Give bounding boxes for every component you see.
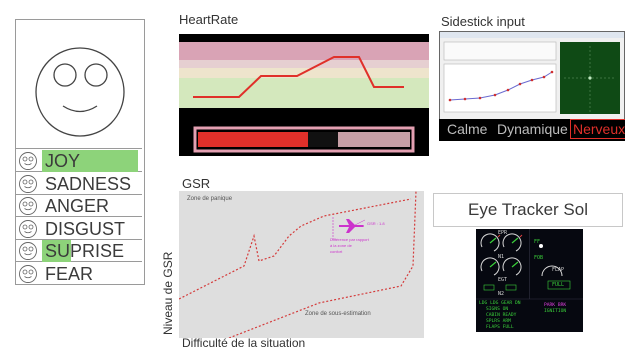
hr-zone-2 xyxy=(179,60,429,68)
et-memo-1: LDG LDG GEAR DN xyxy=(479,301,521,306)
emotion-level-bar xyxy=(42,150,138,172)
emotion-level-bar xyxy=(42,240,71,263)
gsr-y-axis-label: Niveau de GSR xyxy=(161,251,175,335)
hr-gauge-frame xyxy=(193,126,415,153)
et-memo-2: SIGNS ON xyxy=(486,307,509,312)
face-icon xyxy=(18,151,38,171)
gsr-zone-bottom-label: Zone de sous-estimation xyxy=(305,311,371,317)
emotion-panel: JOY SADNESS ANGER DISGUST SUPRISE FEAR xyxy=(15,19,145,285)
emotion-row-anger: ANGER xyxy=(16,194,142,218)
gsr-marker-note-2: à la zone de xyxy=(330,243,352,248)
et-memo-6: PARK BRK xyxy=(544,303,567,308)
heart-rate-title: HeartRate xyxy=(179,12,239,27)
emotion-label: DISGUST xyxy=(45,218,126,239)
et-flap-label: FLAP xyxy=(552,267,565,273)
emotion-label: JOY xyxy=(45,151,81,171)
mode-dynamique: Dynamique xyxy=(497,121,568,137)
et-epr-label: EPR xyxy=(498,230,508,236)
gsr-upper-boundary xyxy=(178,198,412,300)
et-memo-7: IGNITION xyxy=(544,309,567,314)
sidestick-app-window xyxy=(440,32,624,114)
cockpit-display-graphics xyxy=(476,229,583,300)
face-icon xyxy=(18,174,38,194)
airplane-icon xyxy=(339,219,364,233)
face-icon xyxy=(18,264,38,284)
et-memo-5: FLAPS FULL xyxy=(486,325,514,330)
gsr-zone-top-label: Zone de panique xyxy=(187,196,233,202)
gsr-marker-note-3: confort xyxy=(330,249,343,254)
face-display xyxy=(16,20,142,149)
hr-gauge-dark xyxy=(308,132,338,147)
smiley-face-icon xyxy=(35,47,125,137)
face-icon xyxy=(18,219,38,239)
et-fob-label: FOB xyxy=(534,255,544,261)
emotion-row-joy: JOY xyxy=(16,149,142,172)
gsr-marker-note-1: Différence par rapport xyxy=(330,237,369,242)
emotion-row-fear: FEAR xyxy=(16,262,142,285)
face-icon xyxy=(18,241,38,261)
emotion-row-disgust: DISGUST xyxy=(16,217,142,240)
et-n1-label: N1 xyxy=(498,254,505,260)
heart-rate-panel xyxy=(179,34,429,156)
eye-tracker-title-box: Eye Tracker Sol xyxy=(433,193,623,227)
et-memo-4: SPLRS ARM xyxy=(486,319,511,324)
gsr-chart xyxy=(178,190,417,339)
et-n2-label: N2 xyxy=(498,291,505,297)
hr-gauge-fill xyxy=(198,132,308,147)
gsr-panel: Zone de panique Zone de sous-estimation … xyxy=(178,190,424,339)
et-egt-label: EGT xyxy=(498,277,508,283)
face-icon xyxy=(18,196,38,216)
mode-nerveux: Nerveux xyxy=(570,119,625,139)
emotion-label: SADNESS xyxy=(45,173,132,194)
gsr-x-axis-label: Difficulté de la situation xyxy=(182,336,306,350)
gsr-lower-boundary xyxy=(228,190,417,339)
emotion-label: ANGER xyxy=(45,196,110,217)
gsr-title: GSR xyxy=(182,176,211,191)
heart-rate-line xyxy=(193,56,404,98)
et-full-label: FULL xyxy=(552,282,565,288)
sidestick-title: Sidestick input xyxy=(441,14,525,29)
mode-calme: Calme xyxy=(447,121,488,137)
hr-zone-4 xyxy=(179,78,429,108)
emotion-row-sadness: SADNESS xyxy=(16,172,142,195)
et-ff-label: FF xyxy=(534,239,541,245)
emotion-label: SUPRISE xyxy=(45,241,125,262)
sidestick-mode-bar: Calme Dynamique Nerveux xyxy=(439,119,625,141)
eye-tracker-cockpit-display: EPR N1 EGT N2 FF FOB FLAP FULL LDG LDG G… xyxy=(476,229,583,332)
et-memo-3: CABIN READY xyxy=(486,313,517,318)
hr-zone-1 xyxy=(179,42,429,60)
gsr-marker-value: GSR : 1.8 xyxy=(367,221,385,226)
heart-rate-chart xyxy=(179,42,429,153)
emotion-row-suprise: SUPRISE xyxy=(16,239,142,263)
emotion-label: FEAR xyxy=(45,264,94,284)
eye-tracker-title: Eye Tracker Sol xyxy=(468,200,588,219)
